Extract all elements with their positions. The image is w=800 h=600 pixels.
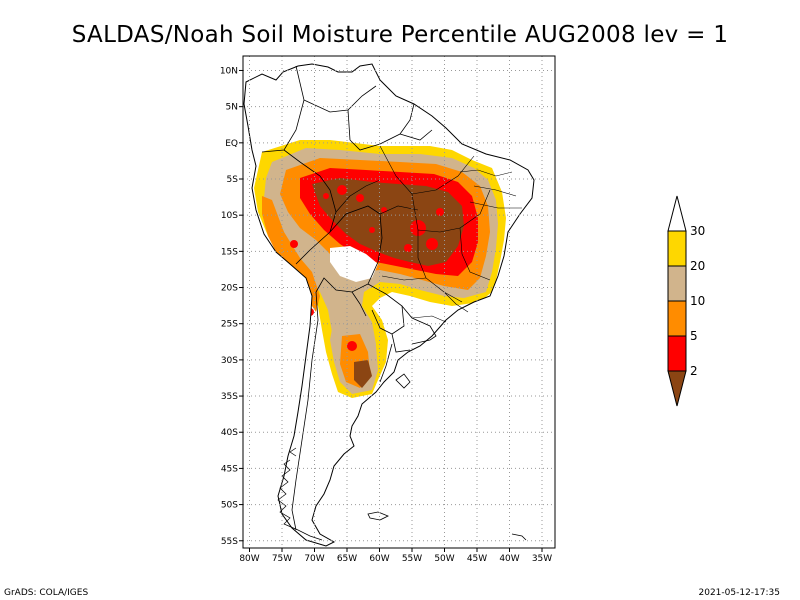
southern-patch-brown <box>354 360 372 388</box>
andes-red-spot <box>290 240 298 248</box>
lat-tick-label: 50S <box>221 501 238 511</box>
lon-tick-label: 70W <box>304 554 324 564</box>
lon-tick-label: 65W <box>337 554 357 564</box>
colorbar-segment <box>667 230 687 267</box>
colorbar-segment <box>667 300 687 337</box>
colorbar-segment <box>667 335 687 372</box>
red-speckles <box>323 181 474 252</box>
colorbar-label: 30 <box>690 224 705 238</box>
lat-tick-label: 10N <box>220 66 238 76</box>
south-america-coastline <box>243 63 535 547</box>
lat-tick-label: 20S <box>221 284 238 294</box>
colorbar-label: 2 <box>690 364 698 378</box>
colorbar: 30 20 10 5 2 <box>667 195 705 407</box>
lon-tick-label: 60W <box>369 554 389 564</box>
southern-red-spot <box>347 341 357 351</box>
latitude-axis: 10N 5N EQ 5S 10S 15S 20S 25S 30S 35S 40S 45S 50S 55S <box>220 66 243 547</box>
lon-tick-label: 80W <box>239 554 259 564</box>
lat-tick-label: EQ <box>225 139 238 149</box>
lat-tick-label: 5N <box>226 103 238 113</box>
lat-tick-label: 15S <box>221 247 238 257</box>
lon-tick-label: 40W <box>499 554 519 564</box>
longitude-axis: 80W 75W 70W 65W 60W 55W 50W 45W 40W 35W <box>239 548 552 564</box>
lon-tick-label: 50W <box>434 554 454 564</box>
footer-credit: GrADS: COLA/IGES <box>4 588 88 598</box>
colorbar-bottom-arrow <box>667 370 687 407</box>
percentile-shading <box>254 140 506 398</box>
lat-tick-label: 35S <box>221 392 238 402</box>
graticule <box>243 56 555 548</box>
lat-tick-label: 30S <box>221 356 238 366</box>
lat-tick-label: 40S <box>221 428 238 438</box>
lon-tick-label: 75W <box>272 554 292 564</box>
lon-tick-label: 45W <box>467 554 487 564</box>
lon-tick-label: 35W <box>532 554 552 564</box>
andes-red-spot-2 <box>306 308 314 316</box>
lat-tick-label: 55S <box>221 537 238 547</box>
lon-tick-label: 55W <box>402 554 422 564</box>
colorbar-segment <box>667 265 687 302</box>
chile-fjords <box>277 447 323 541</box>
colorbar-top-arrow <box>667 195 687 232</box>
colorbar-label: 5 <box>690 329 698 343</box>
lat-tick-label: 10S <box>221 211 238 221</box>
colorbar-label: 10 <box>690 294 705 308</box>
islands <box>367 373 527 541</box>
footer-timestamp: 2021-05-12-17:35 <box>699 588 781 598</box>
lat-tick-label: 45S <box>221 464 238 474</box>
colorbar-label: 20 <box>690 259 705 273</box>
map-frame <box>242 55 556 549</box>
map-title: SALDAS/Noah Soil Moisture Percentile AUG… <box>72 22 729 48</box>
lat-tick-label: 5S <box>227 175 239 185</box>
bolivia-white-area <box>330 246 378 282</box>
state-borders <box>335 145 522 323</box>
lat-tick-label: 25S <box>221 320 238 330</box>
